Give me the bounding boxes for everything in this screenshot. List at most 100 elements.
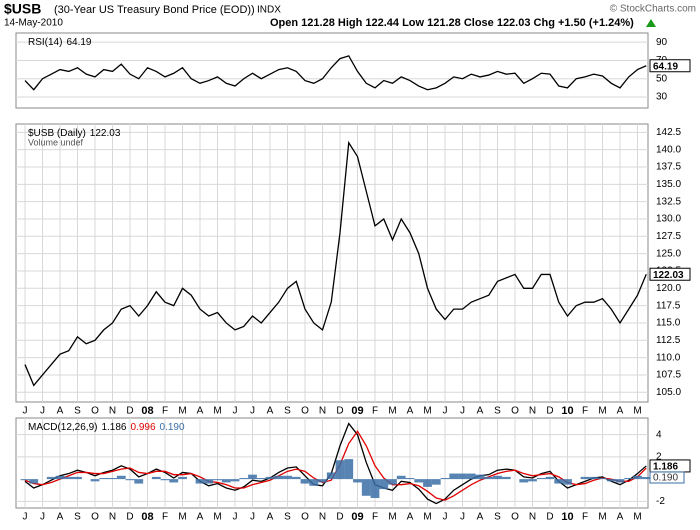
histogram-bar [221,479,231,483]
x-tick-label: M [633,406,641,417]
series-line [24,55,647,91]
x-tick-label: O [301,512,309,523]
x-tick-label: M [213,512,221,523]
legend-value: 64.19 [66,37,91,48]
x-tick-label: M [423,406,431,417]
histogram-bar [536,478,546,480]
x-tick-label: F [162,512,168,523]
histogram-bar [589,476,599,480]
credit: © StockCharts.com [610,4,696,15]
y-tick-label: 4 [656,429,662,440]
last-value-label: 1.186 [653,462,678,473]
x-tick-label: M [598,406,606,417]
x-tick-label: J [250,512,255,523]
x-tick-label: A [57,406,64,417]
x-tick-label: M [178,512,186,523]
y-tick-label: 105.0 [656,387,681,398]
x-tick-label: 09 [351,511,363,523]
x-tick-label: N [529,406,536,417]
histogram-bar [46,476,56,480]
x-tick-label: O [511,512,519,523]
x-tick-label: N [109,512,116,523]
histogram-bar [370,479,380,498]
y-tick-label: 2 [656,452,662,463]
histogram-bar [545,476,555,480]
histogram-bar [90,479,100,482]
legend: MACD(12,26,9) 1.186 0.996 0.190 [28,422,185,433]
symbol: $USB [4,1,41,17]
x-tick-label: J [40,512,45,523]
x-tick-label: J [233,406,238,417]
last-value-label: 122.03 [653,270,684,281]
histogram-bar [598,478,607,480]
histogram-bar [423,479,432,487]
y-tick-label: 132.5 [656,196,681,207]
x-tick-label: M [178,406,186,417]
x-tick-label: F [162,406,168,417]
histogram-bar [501,476,511,480]
x-tick-label: O [91,512,99,523]
x-tick-label: A [267,512,274,523]
histogram-bar [396,475,406,480]
histogram-bar [353,479,362,483]
histogram-bar [641,477,651,480]
histogram-bar [248,474,257,480]
x-tick-label: D [336,512,343,523]
histogram-bar [55,475,65,480]
y-tick-label: 120.0 [656,283,681,294]
x-tick-label: J [23,512,28,523]
histogram-bar [20,479,30,481]
histogram-bar [99,478,109,480]
histogram-bar [580,476,590,480]
histogram-bar [633,475,642,480]
histogram-bar [116,475,126,480]
x-tick-label: D [546,512,553,523]
legend-value: 122.03 [90,128,121,139]
y-tick-label: 115.0 [656,318,681,329]
last-value-box [649,267,691,281]
histogram-bar [318,479,327,483]
x-tick-label: J [23,406,28,417]
x-tick-label: J [233,512,238,523]
x-tick-label: S [284,512,291,523]
x-tick-label: J [443,406,448,417]
histogram-bar [274,475,284,480]
x-tick-label: J [250,406,255,417]
legend-value: 1.186 [101,422,126,433]
y-tick-label: 110.0 [656,352,681,363]
y-tick-label: 130.0 [656,214,681,225]
y-tick-label: 50 [656,73,668,84]
x-tick-label: F [372,512,378,523]
histogram-bar [449,473,459,480]
y-tick-label: 135.0 [656,179,681,190]
x-tick-label: J [460,512,465,523]
histogram-bar [29,479,39,484]
histogram-bar [361,479,371,496]
histogram-bar [484,476,494,480]
x-tick-label: S [494,406,501,417]
x-tick-label: 09 [351,405,363,417]
legend-note: Volume undef [28,137,84,147]
legend-value: 0.190 [160,422,185,433]
histogram-bar [239,478,249,480]
histogram-bar [178,476,187,480]
x-tick-label: J [460,406,465,417]
histogram-bar [431,479,441,485]
y-tick-label: 125.0 [656,248,681,259]
x-tick-label: F [582,406,588,417]
histogram-bar [519,479,529,483]
x-tick-label: 10 [561,405,573,417]
exchange: INDX [257,5,281,16]
histogram-bar [256,478,266,480]
x-tick-label: A [477,406,484,417]
histogram-bar [388,479,397,485]
y-tick-label: 142.5 [656,127,681,138]
x-tick-label: A [617,512,624,523]
histogram-bar [475,474,485,480]
histogram-bar [160,479,170,481]
histogram-bar [466,473,476,480]
legend-name: $USB (Daily) [28,128,86,139]
histogram-bar [624,478,634,480]
